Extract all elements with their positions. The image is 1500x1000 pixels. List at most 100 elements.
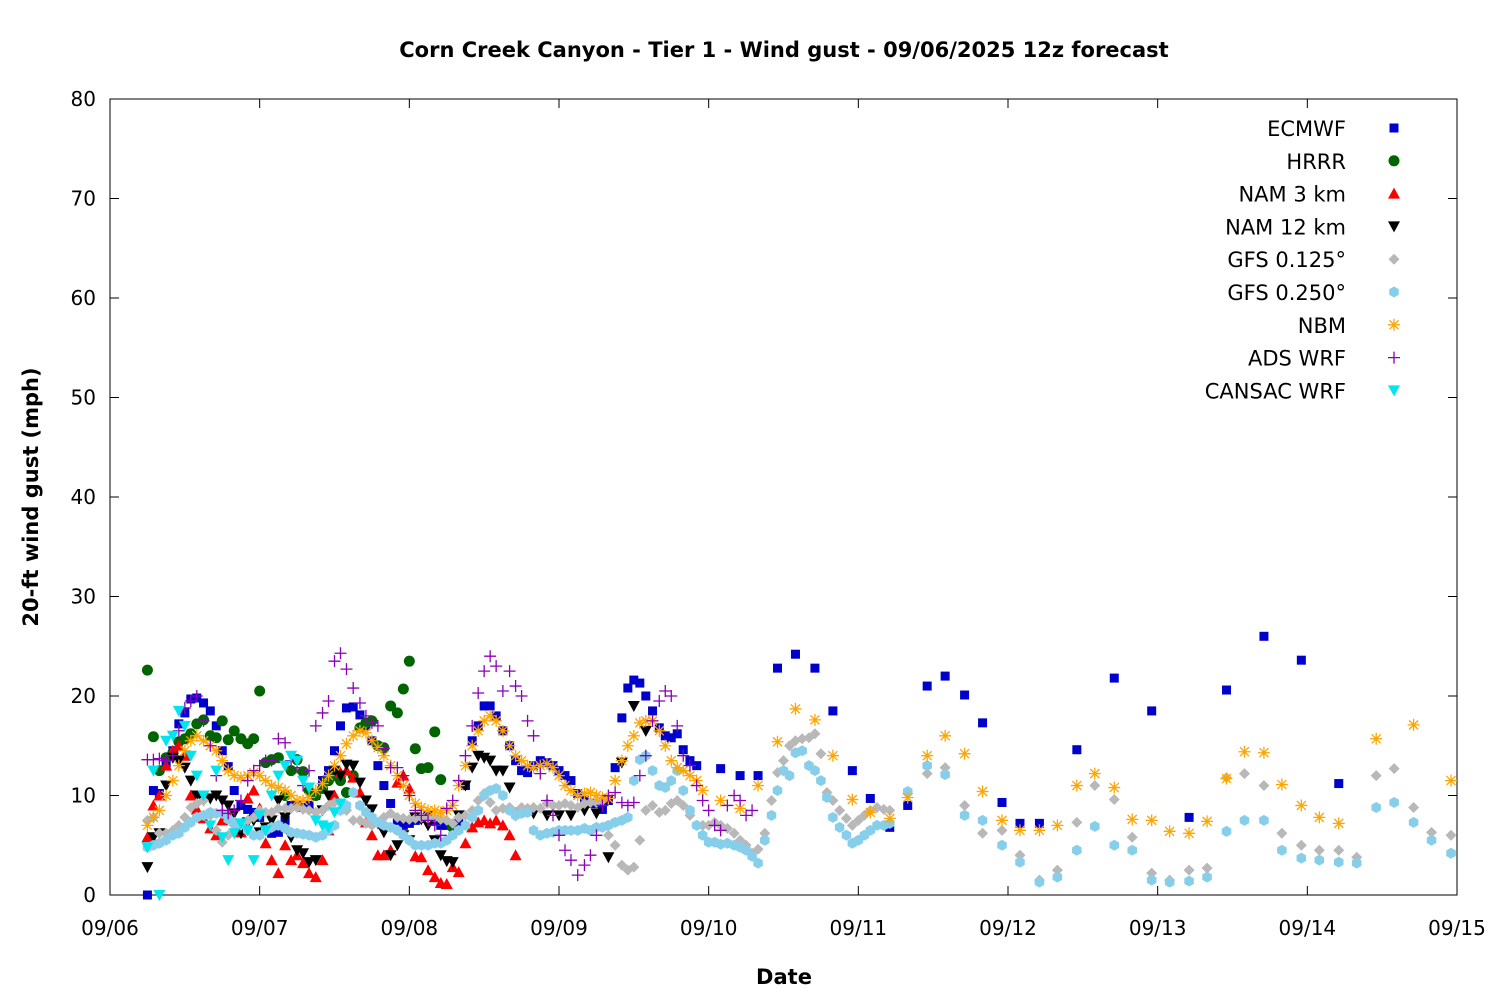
data-point bbox=[1071, 816, 1083, 828]
data-point bbox=[472, 687, 485, 700]
data-point bbox=[1408, 801, 1420, 813]
data-point bbox=[265, 790, 278, 802]
data-point bbox=[403, 789, 416, 802]
data-point bbox=[291, 845, 304, 857]
data-point bbox=[440, 878, 453, 890]
data-point bbox=[216, 715, 228, 727]
series-ads-wrf bbox=[141, 647, 759, 882]
data-point bbox=[340, 737, 353, 750]
legend-marker bbox=[1388, 187, 1400, 199]
data-point bbox=[1258, 780, 1270, 792]
data-point bbox=[1275, 778, 1288, 791]
data-point bbox=[452, 774, 465, 787]
data-point bbox=[534, 767, 547, 780]
data-point bbox=[773, 663, 783, 673]
data-point bbox=[846, 793, 859, 806]
data-point bbox=[478, 752, 491, 764]
data-point bbox=[197, 734, 210, 747]
data-point bbox=[440, 802, 453, 815]
data-point bbox=[921, 749, 934, 762]
data-point bbox=[210, 765, 223, 777]
data-point bbox=[272, 732, 285, 745]
data-point bbox=[901, 791, 914, 804]
data-point bbox=[1015, 818, 1025, 828]
data-point bbox=[534, 802, 546, 814]
data-point bbox=[422, 814, 435, 827]
data-point bbox=[1388, 763, 1400, 775]
y-tick-label: 20 bbox=[71, 684, 96, 708]
data-point bbox=[153, 752, 166, 765]
data-point bbox=[521, 714, 534, 727]
data-point bbox=[428, 871, 441, 883]
data-point bbox=[648, 706, 658, 716]
data-point bbox=[309, 871, 322, 883]
data-point bbox=[347, 682, 360, 695]
data-point bbox=[623, 811, 633, 823]
data-point bbox=[1426, 834, 1437, 846]
data-point bbox=[184, 775, 197, 787]
data-point bbox=[446, 857, 459, 869]
data-point bbox=[285, 789, 298, 802]
data-point bbox=[328, 655, 341, 668]
data-point bbox=[635, 678, 645, 688]
x-tick-label: 09/13 bbox=[1129, 916, 1187, 940]
data-point bbox=[615, 796, 628, 809]
data-point bbox=[1220, 772, 1233, 785]
data-point bbox=[204, 739, 217, 752]
data-point bbox=[714, 794, 727, 807]
data-point bbox=[1126, 831, 1138, 843]
data-point bbox=[234, 771, 247, 784]
data-point bbox=[347, 814, 359, 826]
data-point bbox=[279, 812, 292, 824]
data-point bbox=[1089, 780, 1101, 792]
data-point bbox=[347, 729, 360, 742]
data-point bbox=[377, 742, 390, 755]
x-tick-label: 09/12 bbox=[979, 916, 1037, 940]
data-point bbox=[527, 729, 540, 742]
data-point bbox=[391, 707, 403, 719]
data-point bbox=[429, 726, 441, 738]
x-tick-label: 09/14 bbox=[1279, 916, 1337, 940]
data-point bbox=[976, 785, 989, 798]
data-point bbox=[204, 820, 217, 832]
data-point bbox=[228, 769, 241, 782]
data-point bbox=[335, 721, 345, 731]
data-point bbox=[659, 739, 672, 752]
data-point bbox=[322, 769, 335, 782]
legend-marker bbox=[1389, 286, 1399, 298]
data-point bbox=[485, 701, 495, 711]
data-point bbox=[503, 782, 516, 794]
data-point bbox=[1051, 819, 1064, 832]
data-point bbox=[1238, 745, 1251, 758]
data-point bbox=[596, 791, 609, 804]
data-point bbox=[379, 781, 389, 791]
data-point bbox=[1013, 824, 1026, 837]
data-point bbox=[553, 769, 565, 782]
data-point bbox=[309, 784, 322, 797]
data-point bbox=[184, 734, 197, 747]
data-point bbox=[547, 799, 559, 811]
data-point bbox=[466, 739, 479, 752]
data-point bbox=[509, 849, 522, 861]
data-point bbox=[1333, 844, 1345, 856]
data-point bbox=[621, 739, 634, 752]
data-point bbox=[571, 869, 584, 882]
data-point bbox=[828, 706, 838, 716]
data-point bbox=[922, 760, 932, 772]
data-point bbox=[243, 804, 253, 814]
data-point bbox=[1109, 839, 1120, 851]
data-point bbox=[428, 819, 441, 832]
data-point bbox=[1184, 875, 1194, 887]
data-point bbox=[653, 694, 666, 707]
data-point bbox=[1276, 827, 1288, 839]
data-point bbox=[484, 709, 497, 722]
data-point bbox=[385, 700, 397, 712]
data-point bbox=[796, 733, 808, 745]
data-point bbox=[1259, 814, 1269, 826]
series-nbm bbox=[141, 702, 1458, 840]
data-point bbox=[571, 789, 584, 802]
data-point bbox=[447, 817, 459, 829]
data-point bbox=[789, 702, 802, 715]
data-point bbox=[702, 804, 715, 817]
legend-label: HRRR bbox=[1286, 150, 1346, 174]
